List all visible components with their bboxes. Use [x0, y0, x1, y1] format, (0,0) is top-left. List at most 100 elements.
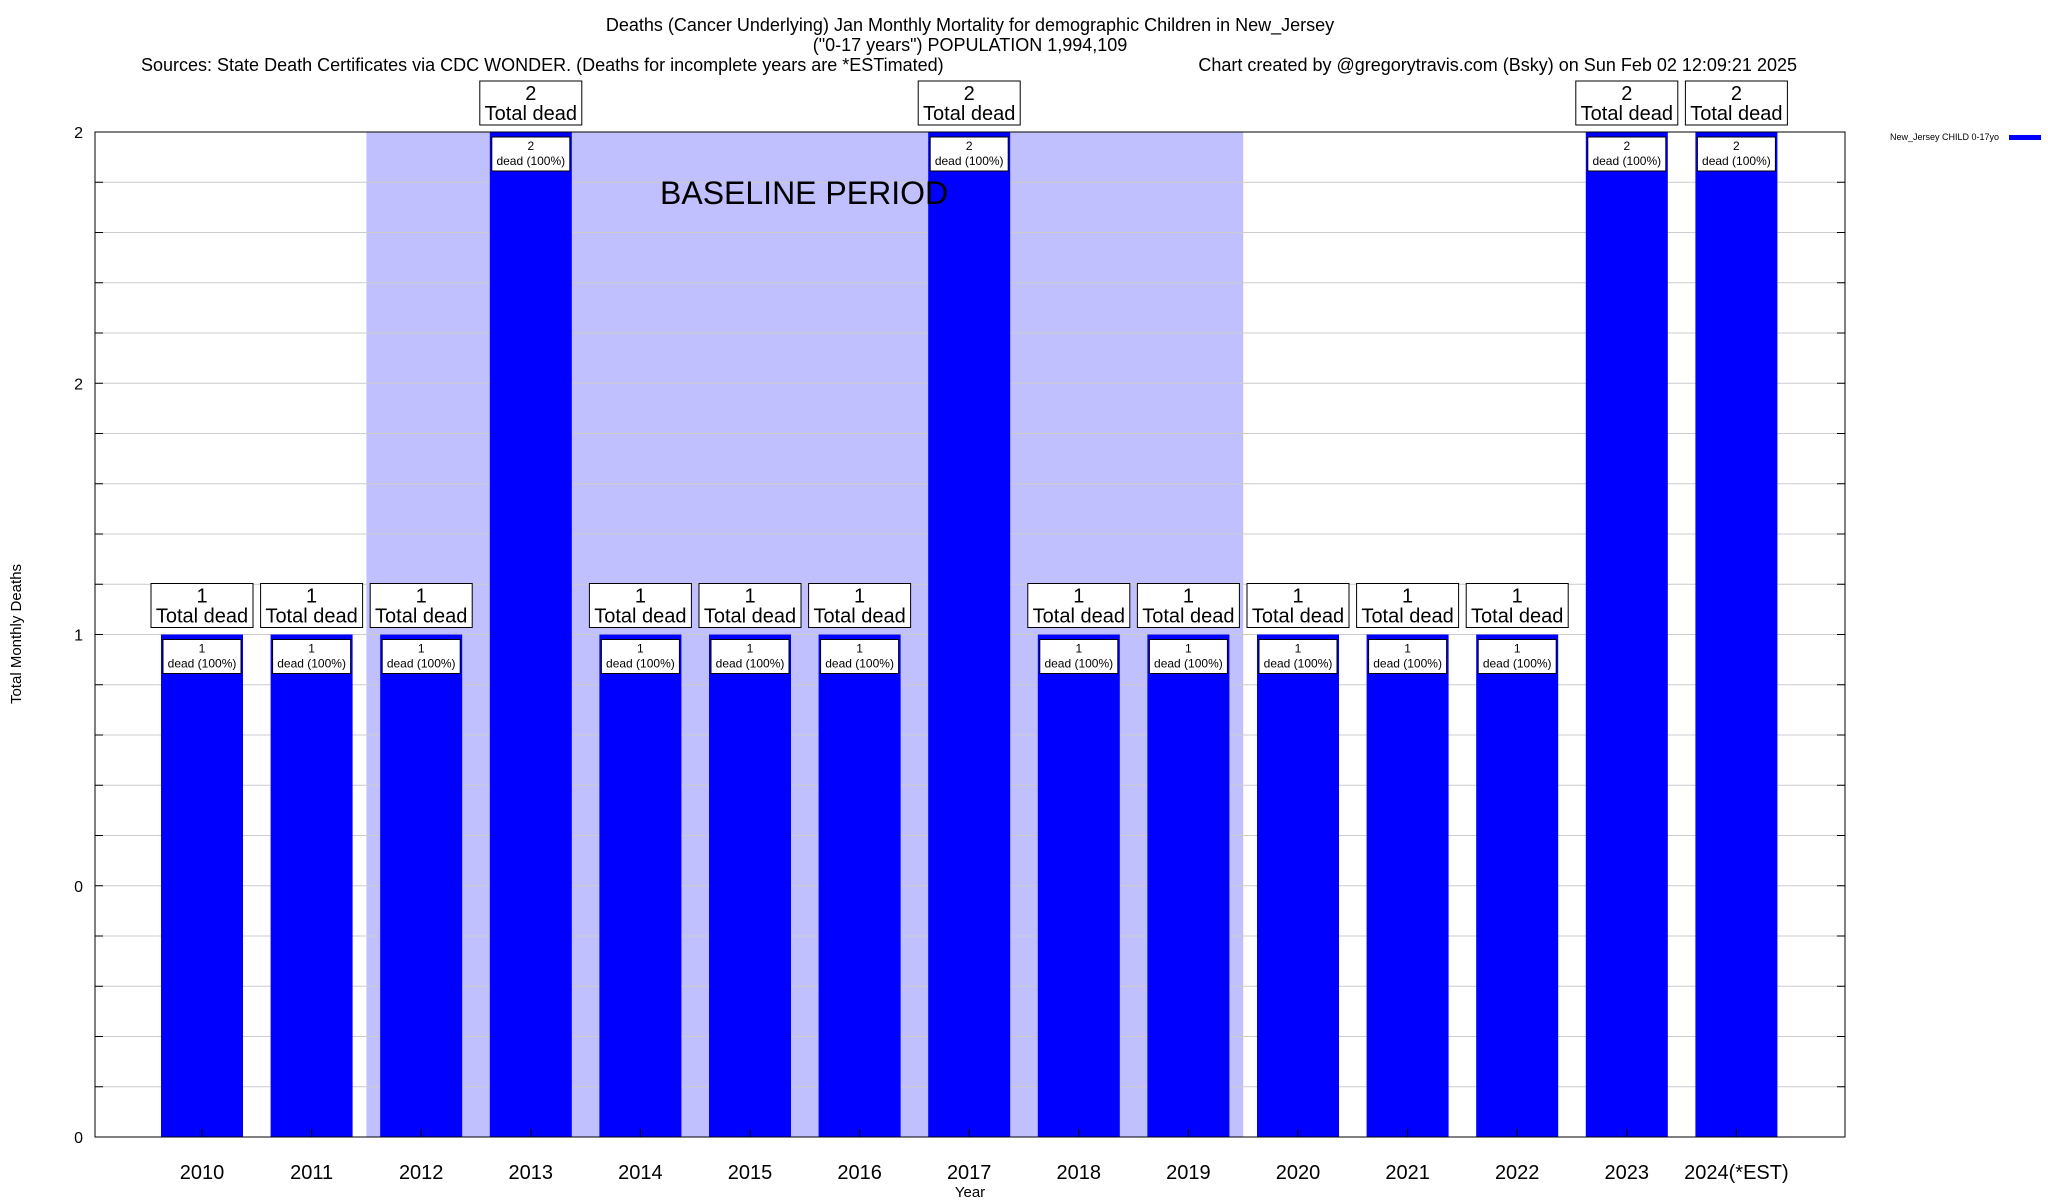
bar [1037, 634, 1120, 1137]
bar-label-text: dead (100%) [277, 657, 346, 671]
total-label-text: Total dead [1033, 606, 1125, 628]
total-label-value: 2 [1621, 83, 1632, 105]
total-label-text: Total dead [265, 606, 357, 628]
total-label-box [1575, 80, 1679, 126]
bar [599, 634, 682, 1137]
chart-credit: Chart created by @gregorytravis.com (Bsk… [1198, 55, 1797, 75]
x-tick-label: 2015 [728, 1162, 773, 1184]
total-label-box [479, 80, 583, 126]
total-label-box [698, 583, 802, 628]
plot-frame [94, 131, 1846, 1138]
total-label-box [1465, 583, 1569, 628]
bar-label-box [1148, 639, 1228, 674]
bar-label-text: dead (100%) [1044, 657, 1113, 671]
total-label-value: 1 [306, 586, 317, 608]
bar-label-text: dead (100%) [1592, 154, 1661, 168]
bar [380, 634, 463, 1137]
total-label-box [150, 583, 254, 628]
total-label-text: Total dead [1581, 103, 1673, 125]
x-tick-label: 2023 [1605, 1162, 1650, 1184]
bar-label-text: dead (100%) [1264, 657, 1333, 671]
chart-sources: Sources: State Death Certificates via CD… [141, 55, 944, 75]
bar-label-text: dead (100%) [716, 657, 785, 671]
total-label-value: 1 [1402, 586, 1413, 608]
bar-label-text: dead (100%) [935, 154, 1004, 168]
bar [1695, 132, 1778, 1137]
total-label-value: 2 [525, 83, 536, 105]
bar-label-value: 2 [966, 139, 973, 153]
x-tick-label: 2018 [1057, 1162, 1102, 1184]
x-tick-label: 2016 [837, 1162, 882, 1184]
total-label-box [369, 583, 473, 628]
bar-label-value: 1 [856, 642, 863, 656]
x-tick-label: 2014 [618, 1162, 663, 1184]
total-label-box [917, 80, 1021, 126]
bar-label-value: 1 [308, 642, 315, 656]
y-tick-label: 1 [74, 628, 83, 645]
y-tick-label: 0 [74, 1130, 83, 1147]
bar-label-text: dead (100%) [1702, 154, 1771, 168]
bar [928, 132, 1011, 1137]
bar [709, 634, 791, 1137]
total-label-box [1136, 583, 1240, 628]
chart-title-line-2: ("0-17 years") POPULATION 1,994,109 [813, 35, 1128, 55]
total-label-box [260, 583, 364, 628]
total-label-box [1027, 583, 1131, 628]
bar-label-box [381, 639, 461, 674]
total-label-value: 1 [416, 586, 427, 608]
total-label-value: 1 [196, 586, 207, 608]
bar-label-box [820, 639, 900, 674]
bar [270, 634, 353, 1137]
bar-label-box [1477, 639, 1557, 674]
total-label-text: Total dead [156, 606, 248, 628]
bar-label-value: 1 [1295, 642, 1302, 656]
bar-label-box [929, 136, 1009, 172]
bar-label-box [491, 136, 571, 172]
total-label-text: Total dead [704, 606, 796, 628]
legend-entry-label: New_Jersey CHILD 0-17yo [1890, 132, 1999, 142]
x-tick-label: 2022 [1495, 1162, 1540, 1184]
total-label-value: 2 [964, 83, 975, 105]
x-tick-label: 2021 [1385, 1162, 1430, 1184]
total-label-text: Total dead [1361, 606, 1453, 628]
bar-label-text: dead (100%) [168, 657, 237, 671]
x-tick-label: 2019 [1166, 1162, 1211, 1184]
bar-label-text: dead (100%) [825, 657, 894, 671]
bar-label-text: dead (100%) [1483, 657, 1552, 671]
bar [818, 634, 901, 1137]
y-ticks-layer: 0 0 1 2 2 [74, 125, 83, 1147]
x-tick-label: 2010 [180, 1162, 225, 1184]
total-label-box [1684, 80, 1788, 126]
total-label-value: 1 [1512, 586, 1523, 608]
total-label-value: 1 [1073, 586, 1084, 608]
x-tick-label: 2017 [947, 1162, 992, 1184]
baseline-period-label: BASELINE PERIOD [660, 175, 948, 211]
bar-label-value: 1 [747, 642, 754, 656]
bar-label-text: dead (100%) [606, 657, 675, 671]
bar-label-box [600, 639, 680, 674]
total-label-box [1246, 583, 1350, 628]
bar-label-value: 1 [1185, 642, 1192, 656]
bar-label-box [1039, 639, 1119, 674]
y-tick-label: 2 [74, 376, 83, 393]
bar-label-box [162, 639, 242, 674]
bar-label-value: 1 [1404, 642, 1411, 656]
bar [1147, 634, 1230, 1137]
y-axis-label: Total Monthly Deaths [8, 564, 25, 704]
bar-label-value: 1 [637, 642, 644, 656]
total-label-text: Total dead [375, 606, 467, 628]
total-label-value: 2 [1731, 83, 1742, 105]
x-axis-label: Year [955, 1184, 985, 1200]
bar [1476, 634, 1559, 1137]
x-tick-label: 2013 [509, 1162, 554, 1184]
bar-label-box [272, 639, 352, 674]
total-label-box [588, 583, 692, 628]
total-label-value: 1 [854, 586, 865, 608]
total-label-value: 1 [744, 586, 755, 608]
bar-label-text: dead (100%) [496, 154, 565, 168]
bar [1366, 634, 1449, 1137]
total-label-box [1356, 583, 1460, 628]
x-tick-label: 2012 [399, 1162, 444, 1184]
